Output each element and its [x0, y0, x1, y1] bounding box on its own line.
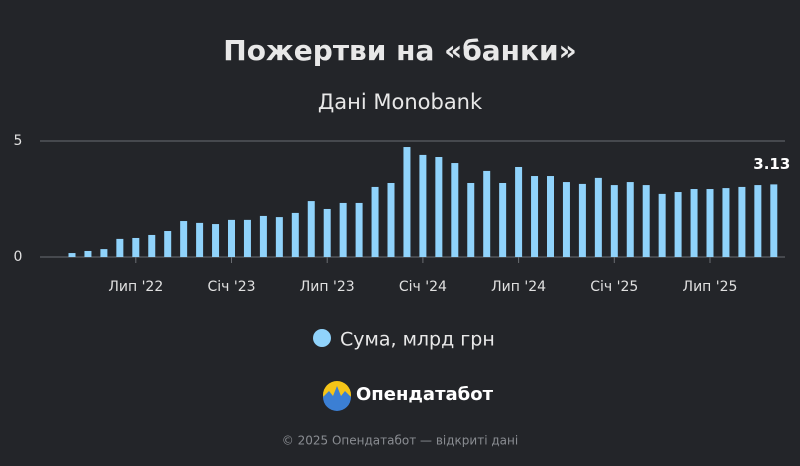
bar [275, 217, 283, 257]
bar [626, 182, 634, 257]
bar [690, 189, 698, 257]
x-tick-label: Лип '24 [491, 279, 546, 295]
bar [196, 222, 204, 257]
bar [148, 234, 156, 257]
bar [243, 219, 251, 257]
x-tick-label: Лип '22 [108, 279, 163, 295]
bar [531, 176, 539, 257]
bar [228, 219, 235, 257]
value-label: 3.13 [753, 155, 790, 173]
x-tick-label: Лип '25 [683, 279, 738, 295]
logo-wave [323, 386, 351, 411]
brand-name: Опендатабот [356, 384, 494, 405]
bar [738, 186, 746, 257]
bar [674, 192, 682, 257]
bar [419, 154, 427, 257]
y-tick-label: 0 [14, 249, 23, 265]
bar [116, 238, 124, 257]
bar [180, 221, 188, 257]
bar [339, 202, 347, 257]
bar [515, 166, 523, 257]
bar [547, 176, 554, 257]
bar [212, 224, 220, 257]
bar [770, 184, 778, 257]
bar [642, 185, 650, 257]
bar [323, 208, 331, 257]
x-tick-label: Лип '23 [300, 279, 355, 295]
legend-swatch [313, 329, 331, 347]
bar [467, 182, 475, 257]
bar [403, 147, 411, 257]
bar [754, 185, 762, 257]
bar [562, 182, 570, 257]
x-tick-label: Січ '25 [590, 279, 638, 295]
bar [706, 189, 714, 257]
bar [387, 182, 395, 257]
bar [594, 177, 602, 257]
bar [483, 170, 491, 257]
brand-logo [323, 381, 351, 411]
chart-subtitle: Дані Monobank [318, 90, 483, 114]
y-tick-label: 5 [14, 133, 23, 149]
bar [100, 249, 108, 257]
bar [291, 212, 299, 257]
bar [132, 237, 140, 257]
bar [355, 202, 363, 257]
x-tick-label: Січ '23 [207, 279, 255, 295]
bar [68, 253, 76, 257]
bar [307, 201, 315, 257]
bar [451, 163, 459, 257]
footer: © 2025 Опендатабот — відкриті дані [282, 434, 518, 448]
bar [259, 215, 267, 257]
bar [371, 186, 379, 257]
bar [499, 182, 507, 257]
bar [164, 231, 172, 257]
bar [658, 193, 666, 257]
chart-title: Пожертви на «банки» [223, 34, 576, 67]
bar [435, 157, 443, 257]
bar [722, 188, 730, 257]
bar [578, 183, 586, 257]
bar [84, 250, 92, 257]
legend-label: Сума, млрд грн [340, 329, 495, 351]
x-tick-label: Січ '24 [399, 279, 447, 295]
bar [610, 185, 618, 257]
